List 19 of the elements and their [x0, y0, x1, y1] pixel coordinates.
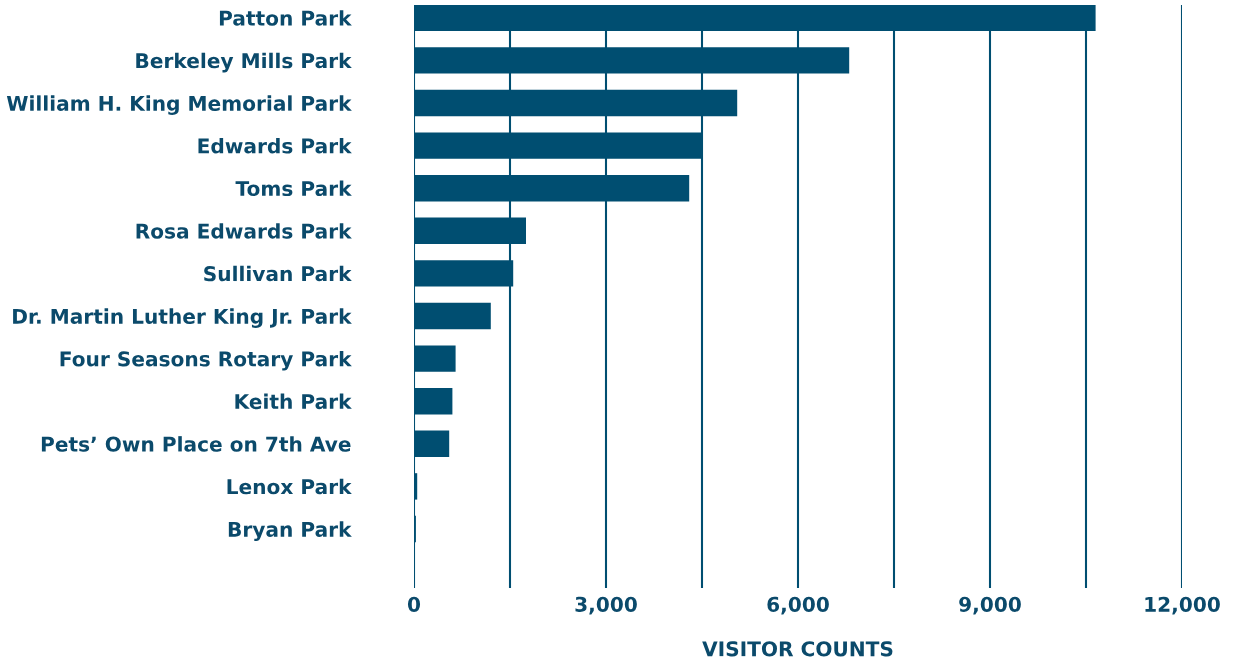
y-tick-label: Berkeley Mills Park: [136, 52, 352, 73]
y-tick-label: Four Seasons Rotary Park: [60, 350, 352, 371]
y-tick-label: Pets’ Own Place on 7th Ave: [41, 436, 351, 452]
y-tick-label: Bryan Park: [228, 521, 352, 541]
x-axis-title: VISITOR COUNTS: [702, 641, 893, 657]
x-tick-label: 3,000: [575, 596, 637, 615]
y-tick-label: Sullivan Park: [204, 265, 352, 282]
y-tick-label: Patton Park: [219, 10, 352, 26]
x-tick-label: 0: [407, 596, 421, 612]
x-tick-label: 9,000: [959, 596, 1021, 615]
x-tick-label: 12,000: [1145, 596, 1220, 615]
y-tick-label: Keith Park: [235, 393, 352, 410]
y-tick-label: Rosa Edwards Park: [136, 223, 352, 239]
x-tick-label: 6,000: [767, 596, 829, 615]
y-tick-label: Lenox Park: [227, 478, 352, 495]
y-tick-label: Edwards Park: [198, 137, 352, 154]
y-tick-label: Dr. Martin Luther King Jr. Park: [13, 308, 352, 328]
y-tick-label: Toms Park: [235, 180, 352, 197]
y-tick-label: William H. King Memorial Park: [6, 95, 352, 115]
